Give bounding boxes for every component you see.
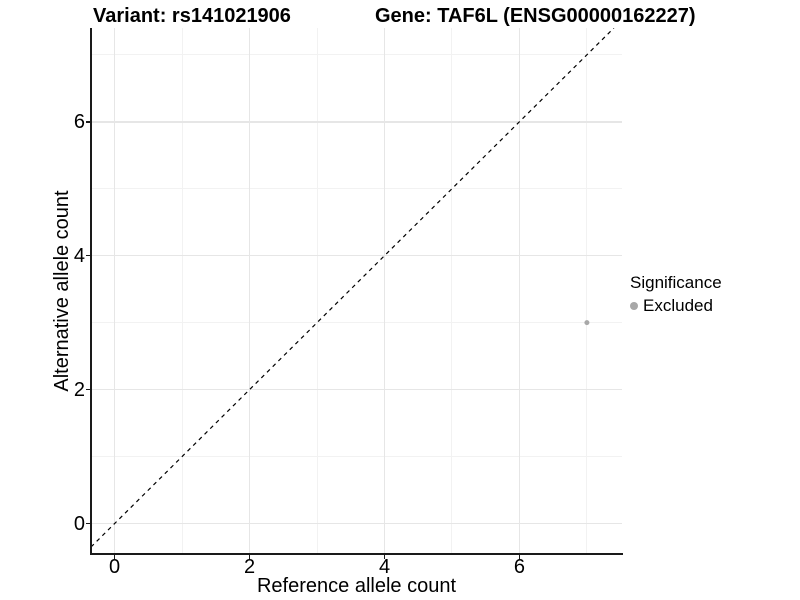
x-tick-label: 6 <box>513 556 525 578</box>
y-tick-label: 2 <box>73 378 85 401</box>
x-tick-label: 4 <box>378 556 391 578</box>
plot-title-gene: Gene: TAF6L (ENSG00000162227) <box>375 5 696 27</box>
y-axis-line <box>90 28 92 555</box>
x-minor-gridline <box>181 28 183 553</box>
y-major-gridline <box>91 388 622 391</box>
x-minor-gridline <box>586 28 588 553</box>
identity-reference-line <box>91 28 615 548</box>
y-minor-gridline <box>91 54 622 56</box>
plot-panel <box>91 28 622 553</box>
y-major-gridline <box>91 254 622 257</box>
y-tick-label: 0 <box>73 512 85 535</box>
x-major-gridline <box>518 28 521 553</box>
x-tick-label: 0 <box>109 556 121 578</box>
x-major-gridline <box>248 28 251 553</box>
y-tick-mark <box>86 388 90 391</box>
legend-item: Excluded <box>630 296 722 316</box>
data-point <box>584 320 590 326</box>
x-axis-title: Reference allele count <box>256 575 457 597</box>
y-major-gridline <box>91 522 622 525</box>
y-minor-gridline <box>91 188 622 190</box>
y-major-gridline <box>91 121 622 123</box>
x-minor-gridline <box>316 28 318 553</box>
x-axis-line <box>90 553 623 555</box>
y-tick-mark <box>86 254 90 257</box>
legend-point-marker-icon <box>630 302 638 311</box>
legend: Significance Excluded <box>630 272 722 316</box>
y-tick-label: 6 <box>73 110 85 133</box>
legend-item-label: Excluded <box>643 296 713 316</box>
y-tick-mark <box>86 121 90 123</box>
y-tick-label: 4 <box>73 244 85 267</box>
x-minor-gridline <box>451 28 453 553</box>
legend-title: Significance <box>630 273 722 292</box>
x-tick-label: 2 <box>243 556 256 578</box>
x-tick-mark <box>383 555 386 559</box>
plot-title-variant: Variant: rs141021906 <box>93 5 291 27</box>
x-tick-mark <box>518 555 521 559</box>
y-tick-mark <box>86 522 90 525</box>
y-minor-gridline <box>91 456 622 458</box>
panel-canvas <box>91 28 615 548</box>
x-tick-mark <box>113 555 116 559</box>
x-major-gridline <box>113 28 116 553</box>
y-minor-gridline <box>91 322 622 324</box>
y-axis-title: Alternative allele count <box>51 189 73 392</box>
x-tick-mark <box>248 555 251 559</box>
x-major-gridline <box>383 28 386 553</box>
